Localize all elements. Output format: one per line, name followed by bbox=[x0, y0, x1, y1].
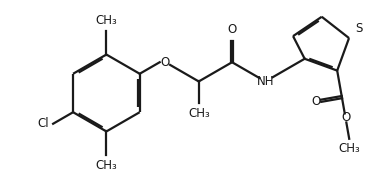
Text: S: S bbox=[355, 22, 362, 35]
Text: CH₃: CH₃ bbox=[188, 107, 210, 120]
Text: O: O bbox=[161, 56, 170, 69]
Text: CH₃: CH₃ bbox=[96, 159, 117, 172]
Text: O: O bbox=[312, 95, 321, 108]
Text: NH: NH bbox=[257, 75, 274, 88]
Text: Cl: Cl bbox=[38, 117, 49, 130]
Text: O: O bbox=[341, 111, 350, 124]
Text: O: O bbox=[227, 23, 237, 36]
Text: CH₃: CH₃ bbox=[338, 142, 360, 155]
Text: CH₃: CH₃ bbox=[96, 14, 117, 27]
